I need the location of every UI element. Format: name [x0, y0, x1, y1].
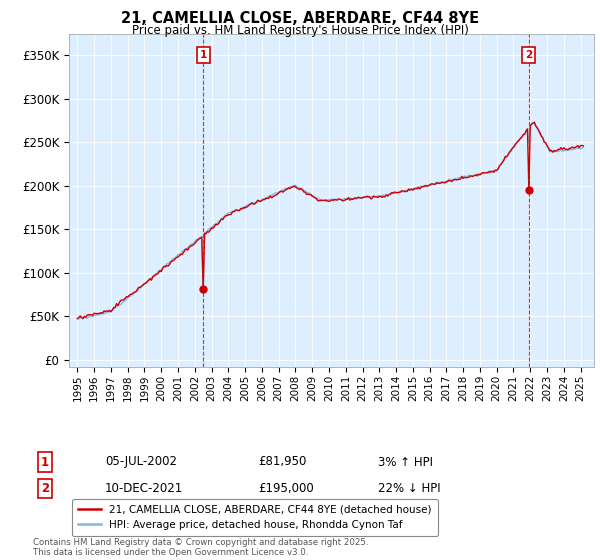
Text: 05-JUL-2002: 05-JUL-2002	[105, 455, 177, 469]
Text: Price paid vs. HM Land Registry's House Price Index (HPI): Price paid vs. HM Land Registry's House …	[131, 24, 469, 36]
Text: 10-DEC-2021: 10-DEC-2021	[105, 482, 183, 495]
Text: 21, CAMELLIA CLOSE, ABERDARE, CF44 8YE: 21, CAMELLIA CLOSE, ABERDARE, CF44 8YE	[121, 11, 479, 26]
Text: 2: 2	[41, 482, 49, 495]
Text: 1: 1	[41, 455, 49, 469]
Legend: 21, CAMELLIA CLOSE, ABERDARE, CF44 8YE (detached house), HPI: Average price, det: 21, CAMELLIA CLOSE, ABERDARE, CF44 8YE (…	[71, 498, 438, 536]
Text: 22% ↓ HPI: 22% ↓ HPI	[378, 482, 440, 495]
Text: 2: 2	[525, 50, 532, 60]
Text: Contains HM Land Registry data © Crown copyright and database right 2025.
This d: Contains HM Land Registry data © Crown c…	[33, 538, 368, 557]
Text: £81,950: £81,950	[258, 455, 307, 469]
Text: £195,000: £195,000	[258, 482, 314, 495]
Text: 3% ↑ HPI: 3% ↑ HPI	[378, 455, 433, 469]
Text: 1: 1	[200, 50, 207, 60]
